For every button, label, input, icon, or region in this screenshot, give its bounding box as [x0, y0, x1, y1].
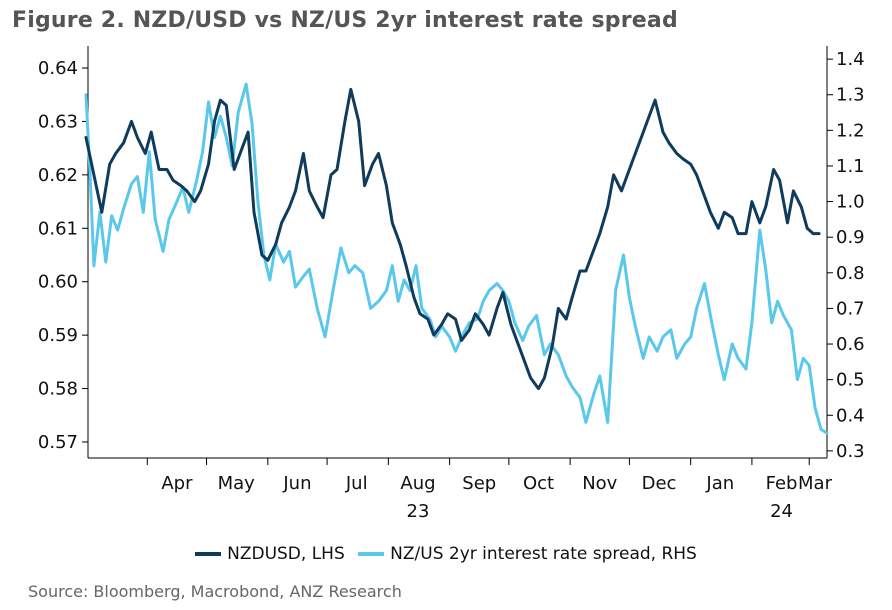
axes: [87, 46, 828, 459]
x-year-label: 24: [770, 501, 793, 522]
legend-swatch-spread: [358, 552, 385, 556]
right-tick-label: 0.6: [836, 334, 865, 355]
right-tick-label: 1.2: [836, 120, 865, 141]
left-tick-label: 0.57: [38, 432, 78, 453]
series-line-spread: [84, 82, 829, 435]
x-tick-label: Aug: [400, 473, 435, 494]
chart: 0.570.580.590.600.610.620.630.64 0.30.40…: [38, 46, 865, 522]
series-line-nzdusd: [84, 87, 821, 391]
x-year-label: 23: [407, 501, 430, 522]
right-tick-label: 0.7: [836, 298, 865, 319]
left-axis-ticks: 0.57 0.58 0.59 0.60 0.61 0.62 0.63 0.64: [38, 58, 88, 453]
x-tick-label: Feb: [766, 473, 798, 494]
x-tick-label: Nov: [582, 473, 617, 494]
x-tick-label: May: [218, 473, 256, 494]
right-tick-label: 0.3: [836, 441, 865, 462]
legend-item-spread: NZ/US 2yr interest rate spread, RHS: [358, 544, 697, 564]
x-tick-label: Jul: [345, 473, 368, 494]
left-tick-label: 0.61: [38, 218, 78, 239]
left-tick-label: 0.58: [38, 379, 78, 400]
left-tick-label: 0.59: [38, 325, 78, 346]
right-tick-label: 1.3: [836, 85, 865, 106]
x-axis-ticks: Apr May Jun Jul Aug Sep Oct Nov Dec Jan Feb Mar 23 24: [146, 458, 833, 522]
x-tick-label: Apr: [161, 473, 193, 494]
right-tick-label: 1.1: [836, 156, 865, 177]
right-tick-label: 0.4: [836, 405, 865, 426]
right-tick-label: 0.5: [836, 370, 865, 391]
legend-label-nzdusd: NZDUSD, LHS: [227, 544, 345, 564]
left-tick-label: 0.64: [38, 58, 78, 79]
left-tick-label: 0.60: [38, 272, 78, 293]
left-tick-label: 0.62: [38, 165, 78, 186]
x-tick-label: Jun: [282, 473, 311, 494]
x-tick-label: Mar: [798, 473, 833, 494]
right-tick-label: 0.8: [836, 263, 865, 284]
series-lines: [84, 82, 829, 435]
left-tick-label: 0.63: [38, 111, 78, 132]
legend-swatch-nzdusd: [195, 552, 222, 556]
right-tick-label: 1.4: [836, 49, 865, 70]
legend: NZDUSD, LHS NZ/US 2yr interest rate spre…: [0, 541, 892, 564]
legend-label-spread: NZ/US 2yr interest rate spread, RHS: [390, 544, 697, 564]
right-tick-label: 1.0: [836, 192, 865, 213]
source-note: Source: Bloomberg, Macrobond, ANZ Resear…: [28, 582, 402, 601]
x-tick-label: Sep: [462, 473, 496, 494]
right-tick-label: 0.9: [836, 227, 865, 248]
x-tick-label: Oct: [523, 473, 554, 494]
figure-title: Figure 2. NZD/USD vs NZ/US 2yr interest …: [12, 8, 678, 33]
right-axis-ticks: 0.3 0.4 0.5 0.6 0.7 0.8 0.9 1.0 1.1 1.2 1.3 1.4: [827, 49, 865, 462]
x-tick-label: Dec: [642, 473, 677, 494]
x-tick-label: Jan: [705, 473, 734, 494]
legend-item-nzdusd: NZDUSD, LHS: [195, 544, 345, 564]
